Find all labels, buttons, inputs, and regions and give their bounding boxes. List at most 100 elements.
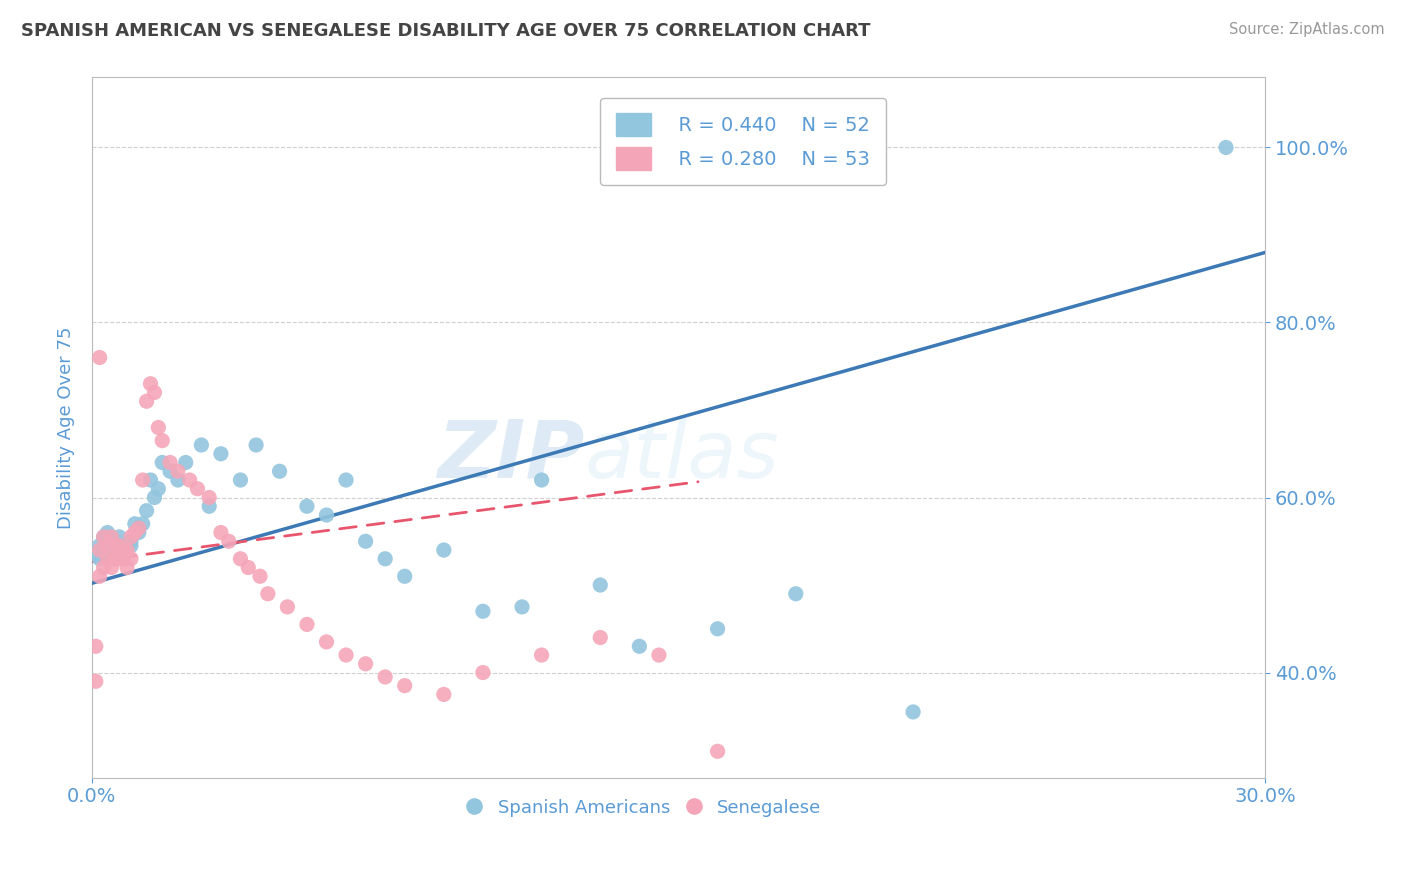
Point [150,456,173,470]
Point [89,569,111,583]
Point [104,539,127,553]
Point [148,420,170,434]
Point [148,482,170,496]
Point [115,543,138,558]
Point [96,539,118,553]
Point [198,500,221,514]
Point [120,534,142,549]
Point [100,539,122,553]
Point [93,560,115,574]
Point [589,631,612,645]
Point [124,525,146,540]
Point [374,551,396,566]
Point [84,640,107,654]
Point [471,604,494,618]
Point [335,648,357,662]
Point [167,473,190,487]
Y-axis label: Disability Age Over 75: Disability Age Over 75 [58,326,75,529]
Point [135,394,157,409]
Point [179,473,201,487]
Point [96,551,118,566]
Point [209,447,232,461]
Point [229,473,252,487]
Point [143,385,166,400]
Point [354,534,377,549]
Point [108,539,131,553]
Point [104,543,127,558]
Point [93,530,115,544]
Point [198,491,221,505]
Point [648,648,671,662]
Point [112,548,135,562]
Point [174,456,197,470]
Point [229,551,252,566]
Point [433,543,456,558]
Point [84,674,107,689]
Point [238,560,260,574]
Point [295,617,318,632]
Point [112,551,135,566]
Point [159,456,181,470]
Point [139,473,162,487]
Point [256,587,278,601]
Point [108,530,131,544]
Point [112,543,135,558]
Text: SPANISH AMERICAN VS SENEGALESE DISABILITY AGE OVER 75 CORRELATION CHART: SPANISH AMERICAN VS SENEGALESE DISABILIT… [21,22,870,40]
Point [245,438,267,452]
Text: ZIP: ZIP [437,417,585,494]
Point [128,521,150,535]
Point [249,569,271,583]
Point [471,665,494,680]
Point [120,530,142,544]
Point [89,551,111,566]
Point [128,525,150,540]
Point [115,543,138,558]
Point [120,551,142,566]
Text: Source: ZipAtlas.com: Source: ZipAtlas.com [1229,22,1385,37]
Point [150,434,173,448]
Legend: Spanish Americans, Senegalese: Spanish Americans, Senegalese [458,792,828,824]
Point [374,670,396,684]
Point [89,539,111,553]
Point [295,500,318,514]
Point [115,560,138,574]
Point [628,640,651,654]
Point [100,560,122,574]
Point [589,578,612,592]
Point [1215,140,1237,154]
Point [315,508,337,522]
Point [120,539,142,553]
Text: atlas: atlas [585,417,779,494]
Point [104,534,127,549]
Point [510,599,533,614]
Point [186,482,208,496]
Point [89,351,111,365]
Point [131,516,153,531]
Point [785,587,807,601]
Point [93,530,115,544]
Point [394,569,416,583]
Point [128,521,150,535]
Point [143,491,166,505]
Point [84,548,107,562]
Point [218,534,240,549]
Point [315,635,337,649]
Point [190,438,212,452]
Point [276,599,298,614]
Point [335,473,357,487]
Point [93,543,115,558]
Point [135,503,157,517]
Point [530,473,553,487]
Point [269,464,291,478]
Point [706,622,728,636]
Point [100,530,122,544]
Point [100,530,122,544]
Point [530,648,553,662]
Point [124,516,146,531]
Point [901,705,924,719]
Point [96,534,118,549]
Point [108,551,131,566]
Point [108,539,131,553]
Point [139,376,162,391]
Point [209,525,232,540]
